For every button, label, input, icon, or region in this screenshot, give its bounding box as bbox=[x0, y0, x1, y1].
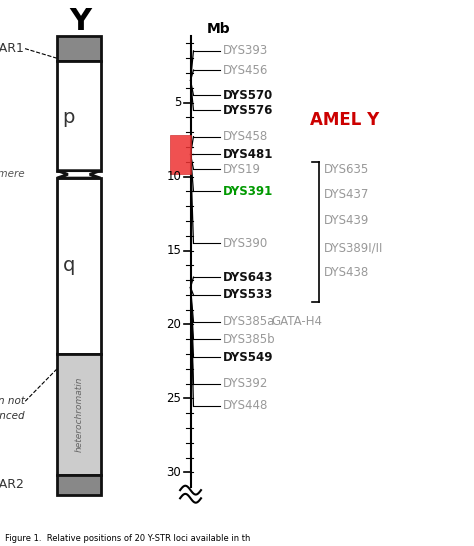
Text: PAR1: PAR1 bbox=[0, 42, 25, 55]
Text: DYS481: DYS481 bbox=[222, 148, 273, 161]
Text: Mb: Mb bbox=[207, 22, 230, 35]
Text: DYS389I/II: DYS389I/II bbox=[324, 241, 383, 254]
Text: Figure 1.  Relative positions of 20 Y-STR loci available in th: Figure 1. Relative positions of 20 Y-STR… bbox=[5, 535, 250, 543]
Text: centromere: centromere bbox=[0, 169, 25, 179]
Polygon shape bbox=[57, 171, 100, 178]
Bar bbox=[57, 354, 100, 476]
Text: 10: 10 bbox=[166, 170, 181, 183]
Text: DYS392: DYS392 bbox=[222, 377, 268, 390]
Text: heterochromatin: heterochromatin bbox=[74, 377, 83, 453]
Text: DYS456: DYS456 bbox=[222, 63, 268, 76]
Text: DYS438: DYS438 bbox=[324, 266, 369, 279]
Text: DYS393: DYS393 bbox=[222, 44, 268, 57]
Text: 20: 20 bbox=[166, 318, 181, 331]
Text: DYS390: DYS390 bbox=[222, 236, 268, 250]
Text: DYS391: DYS391 bbox=[222, 185, 273, 198]
Text: Y: Y bbox=[69, 7, 91, 36]
Bar bbox=[57, 178, 100, 354]
Text: DYS570: DYS570 bbox=[222, 89, 273, 102]
Text: DYS643: DYS643 bbox=[222, 271, 273, 284]
Text: DYS385b: DYS385b bbox=[222, 333, 275, 346]
Text: DYS437: DYS437 bbox=[324, 188, 369, 201]
Text: GATA-H4: GATA-H4 bbox=[272, 315, 323, 328]
Text: AMEL Y: AMEL Y bbox=[310, 111, 379, 129]
Bar bbox=[57, 36, 100, 61]
Text: PAR2: PAR2 bbox=[0, 478, 25, 491]
Text: This region not: This region not bbox=[0, 396, 25, 406]
Text: DYS385a: DYS385a bbox=[222, 315, 275, 328]
Text: DYS549: DYS549 bbox=[222, 351, 273, 364]
Text: 30: 30 bbox=[166, 466, 181, 479]
Text: 25: 25 bbox=[166, 392, 181, 405]
Text: q: q bbox=[63, 256, 75, 275]
Text: DYS448: DYS448 bbox=[222, 399, 268, 412]
Text: 5: 5 bbox=[174, 96, 181, 109]
Text: DYS458: DYS458 bbox=[222, 130, 268, 143]
Text: DYS576: DYS576 bbox=[222, 104, 273, 116]
Text: DYS635: DYS635 bbox=[324, 163, 369, 176]
Text: DYS533: DYS533 bbox=[222, 288, 273, 301]
Bar bbox=[57, 476, 100, 495]
Text: DYS439: DYS439 bbox=[324, 215, 369, 228]
Text: DYS19: DYS19 bbox=[222, 163, 261, 176]
Bar bbox=[57, 61, 100, 171]
Text: yet sequenced: yet sequenced bbox=[0, 411, 25, 421]
Text: p: p bbox=[63, 108, 75, 127]
Bar bbox=[170, 135, 191, 174]
Text: 15: 15 bbox=[166, 244, 181, 257]
